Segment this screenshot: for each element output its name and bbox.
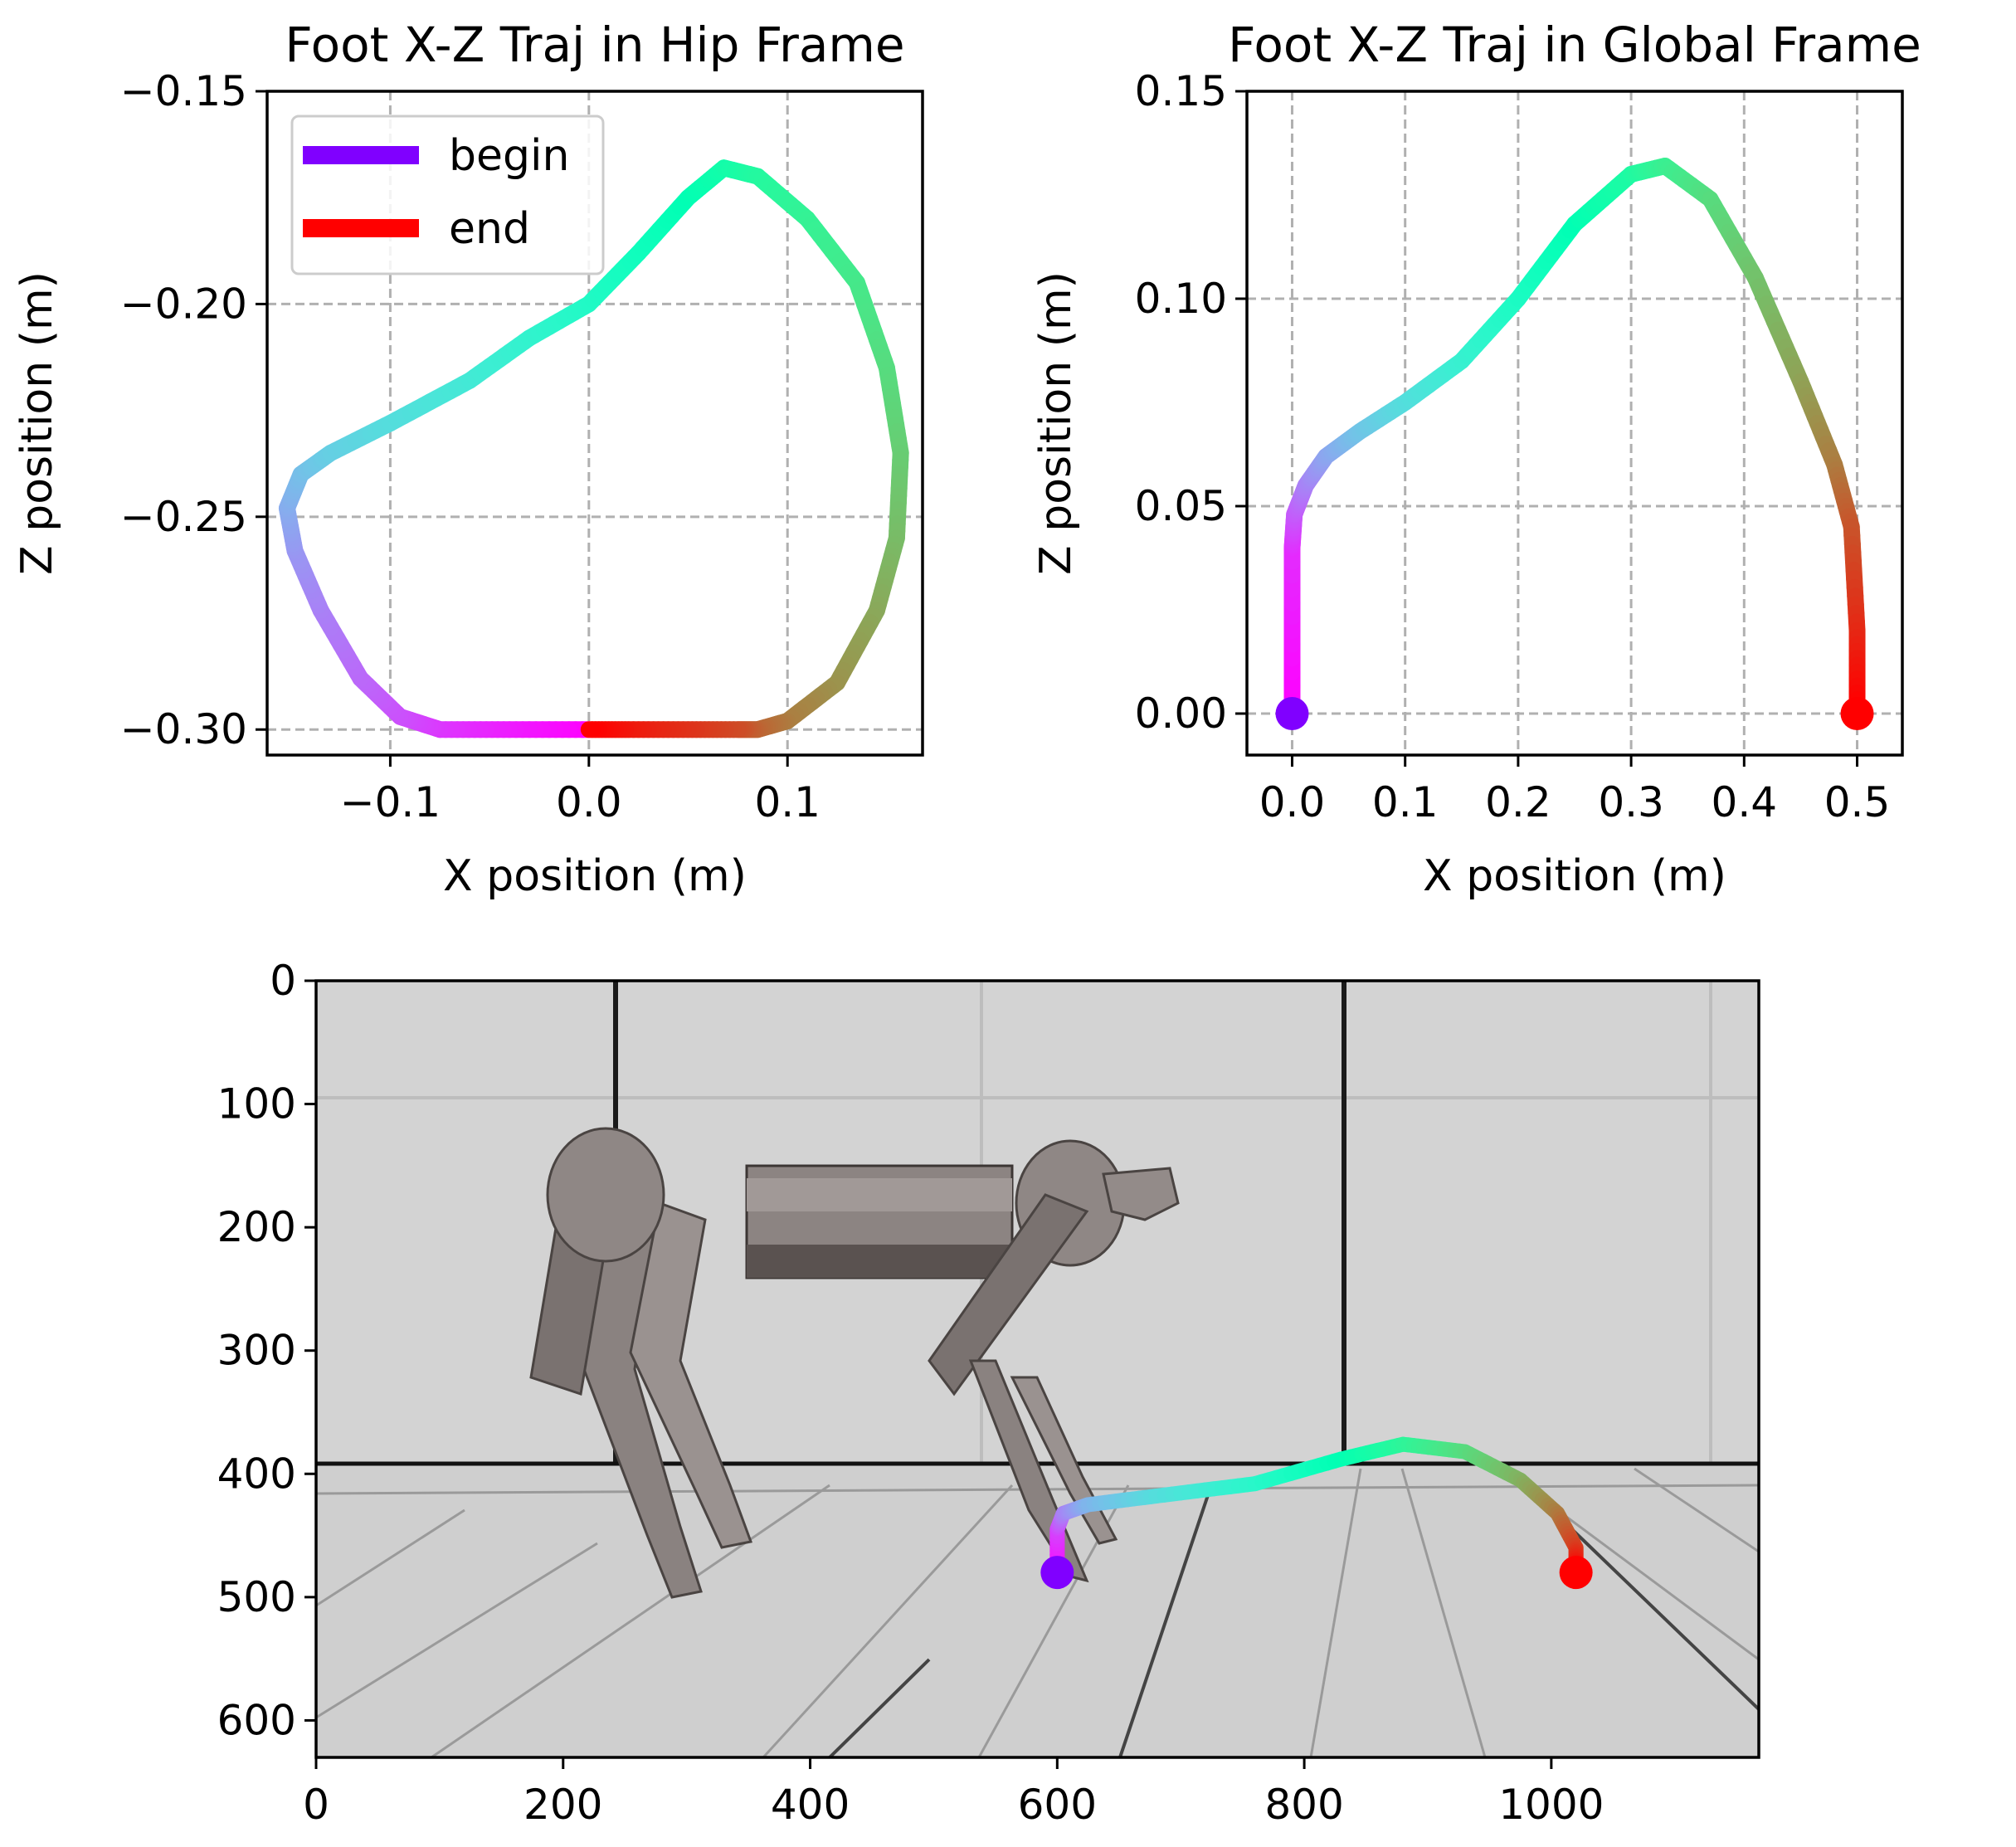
global-marker-begin xyxy=(1275,697,1309,730)
global-marker-end xyxy=(1840,697,1874,730)
simulation-y-tick-label: 0 xyxy=(270,957,296,1005)
global-x-tick-label: 0.1 xyxy=(1372,778,1439,826)
simulation-y-tick-label: 200 xyxy=(217,1203,296,1251)
global-x-tick-label: 0.3 xyxy=(1598,778,1664,826)
robot-body-shadow xyxy=(747,1245,1012,1278)
simulation-y-tick-label: 500 xyxy=(217,1573,296,1621)
simulation-y-tick-label: 300 xyxy=(217,1327,296,1375)
hip-plot-frame xyxy=(265,90,924,757)
hip-chart-title: Foot X-Z Traj in Hip Frame xyxy=(285,17,904,73)
global-y-tick-label: 0.00 xyxy=(1135,690,1227,738)
simulation-x-ticks: 0 200 400 600 800 1000 xyxy=(303,1757,1604,1829)
global-chart-title: Foot X-Z Traj in Global Frame xyxy=(1228,17,1921,73)
global-markers xyxy=(1275,697,1874,730)
simulation-marker-end xyxy=(1559,1556,1593,1590)
hip-y-tick-label: −0.15 xyxy=(120,67,247,115)
simulation-x-tick-label: 0 xyxy=(303,1781,329,1829)
simulation-x-tick-label: 600 xyxy=(1018,1781,1097,1829)
robot-body-highlight xyxy=(747,1178,1012,1211)
global-x-tick-label: 0.0 xyxy=(1259,778,1326,826)
global-grid xyxy=(1247,90,1902,755)
global-plot-frame xyxy=(1245,90,1904,757)
global-y-tick-label: 0.10 xyxy=(1135,275,1227,323)
hip-y-tick-label: −0.25 xyxy=(120,493,247,541)
hip-y-axis-label: Z position (m) xyxy=(12,271,62,575)
simulation-x-tick-label: 1000 xyxy=(1498,1781,1604,1829)
simulation-y-ticks: 0 100 200 300 400 500 600 xyxy=(217,957,316,1744)
global-trajectory xyxy=(1283,158,1866,722)
simulation-y-tick-label: 100 xyxy=(217,1080,296,1128)
hip-x-ticks: −0.1 0.0 0.1 xyxy=(340,755,821,826)
hip-x-axis-label: X position (m) xyxy=(443,851,747,901)
simulation-x-tick-label: 400 xyxy=(771,1781,850,1829)
hip-frame-chart: Foot X-Z Traj in Hip Frame −0.1 0.0 0.1 −0… xyxy=(12,17,924,901)
simulation-image-chart: 0 200 400 600 800 1000 0 100 200 300 400 500 600 xyxy=(217,957,1760,1829)
simulation-image-frame xyxy=(314,979,1760,1759)
global-frame-chart: Foot X-Z Traj in Global Frame 0.0 0.1 0.2 0… xyxy=(1031,17,1921,901)
global-y-tick-label: 0.05 xyxy=(1135,482,1227,530)
hip-y-ticks: −0.15 −0.20 −0.25 −0.30 xyxy=(120,67,267,753)
legend-label-begin: begin xyxy=(449,131,569,181)
hip-x-tick-label: 0.0 xyxy=(556,778,622,826)
simulation-y-tick-label: 600 xyxy=(217,1696,296,1744)
robot-hind-legs xyxy=(529,1127,753,1599)
simulation-y-tick-label: 400 xyxy=(217,1450,296,1498)
hip-y-tick-label: −0.30 xyxy=(120,705,247,753)
global-y-axis-label: Z position (m) xyxy=(1031,271,1081,575)
global-y-ticks: 0.00 0.05 0.10 0.15 xyxy=(1135,67,1247,738)
simulation-x-tick-label: 200 xyxy=(523,1781,602,1829)
legend: begin end xyxy=(290,115,605,275)
global-x-tick-label: 0.5 xyxy=(1824,778,1891,826)
hip-y-tick-label: −0.20 xyxy=(120,280,247,328)
hip-x-tick-label: −0.1 xyxy=(340,778,441,826)
global-x-ticks: 0.0 0.1 0.2 0.3 0.4 0.5 xyxy=(1259,755,1891,826)
simulation-markers xyxy=(1040,1556,1593,1590)
hip-trajectory xyxy=(278,159,909,738)
global-x-tick-label: 0.2 xyxy=(1485,778,1551,826)
simulation-marker-begin xyxy=(1040,1556,1074,1590)
hip-x-tick-label: 0.1 xyxy=(754,778,821,826)
legend-label-end: end xyxy=(449,204,530,254)
quadruped-robot xyxy=(529,1127,1180,1599)
simulation-x-tick-label: 800 xyxy=(1264,1781,1343,1829)
simulation-scene xyxy=(316,981,1759,1757)
global-x-axis-label: X position (m) xyxy=(1423,851,1726,901)
global-y-tick-label: 0.15 xyxy=(1135,67,1227,115)
global-x-tick-label: 0.4 xyxy=(1712,778,1778,826)
